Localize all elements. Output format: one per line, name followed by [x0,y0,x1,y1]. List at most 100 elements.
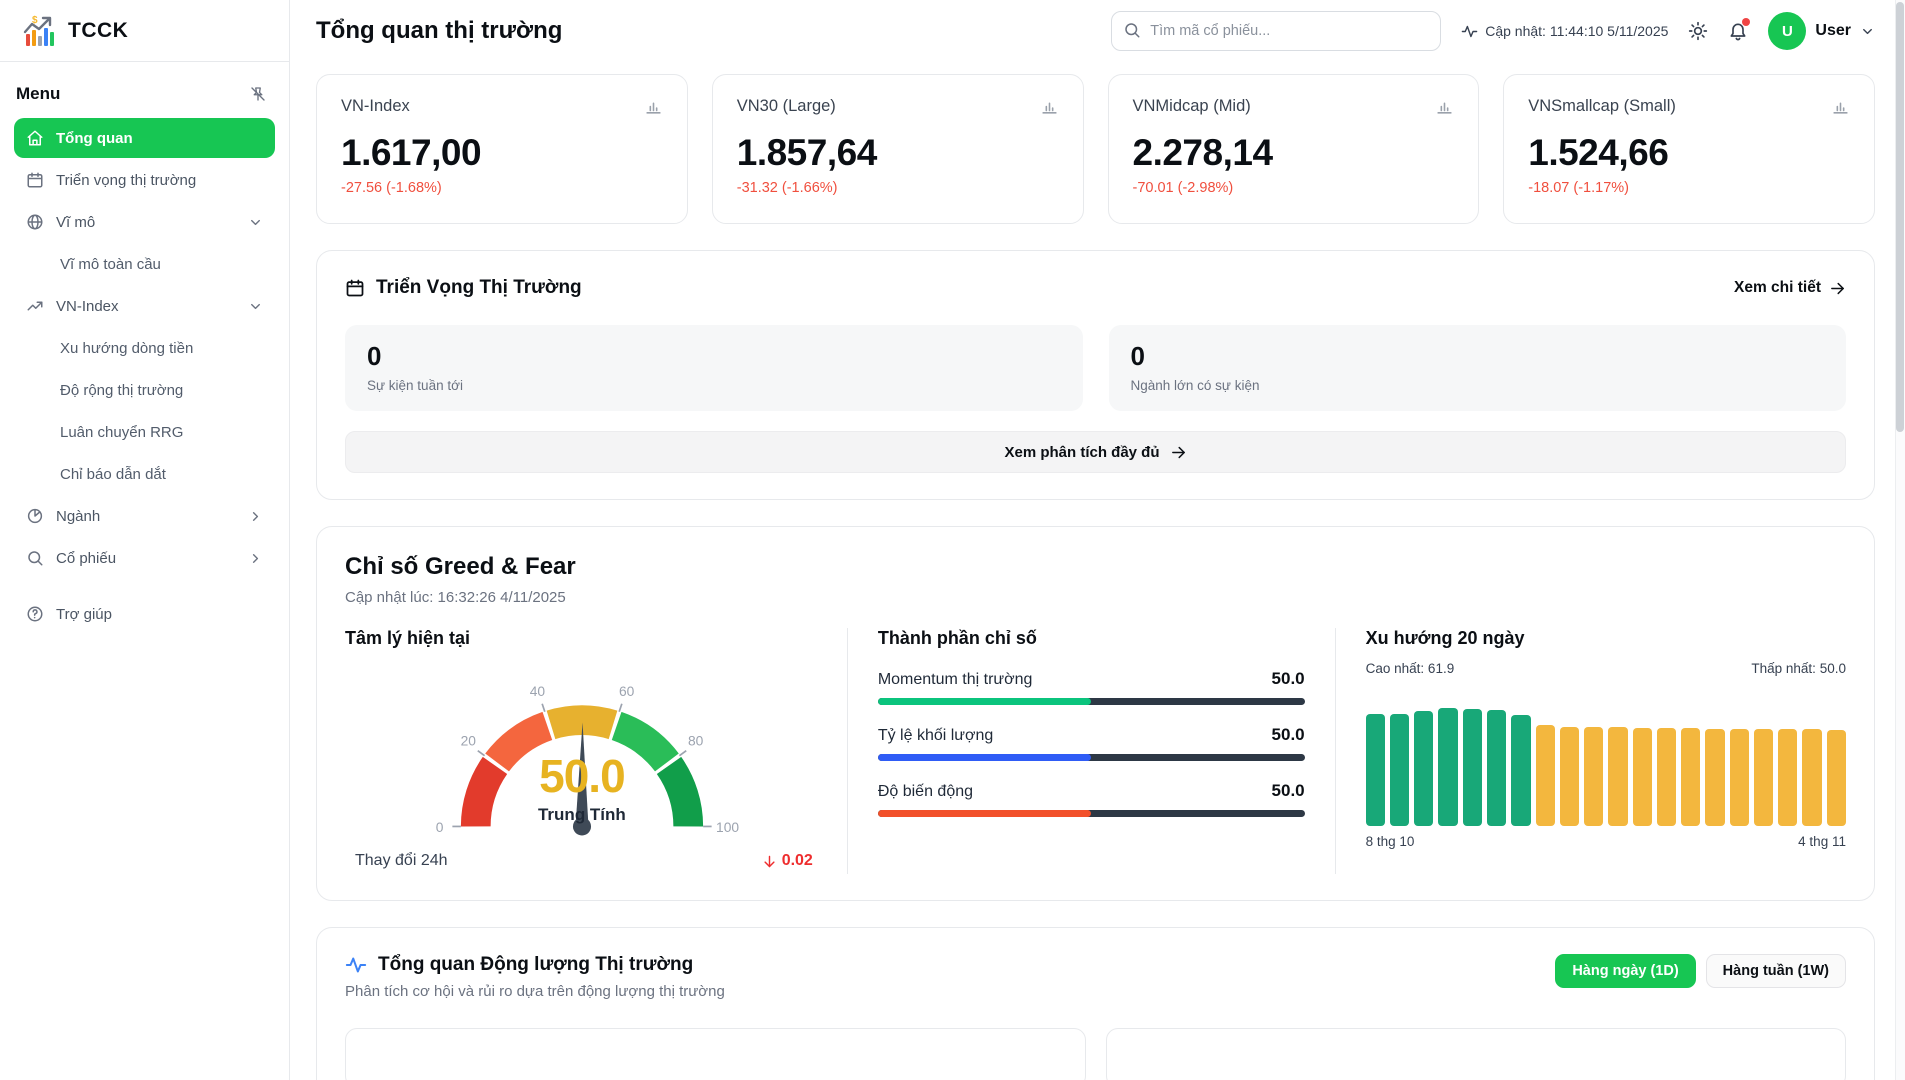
component-label: Momentum thị trường [877,671,1033,688]
sidebar-item-vi-mo[interactable]: Vĩ mô [14,202,275,242]
theme-toggle-button[interactable] [1688,21,1708,41]
component-progress-bar [877,698,1305,705]
sidebar-item-nganh[interactable]: Ngành [14,496,275,536]
sidebar-item-co-phieu[interactable]: Cổ phiếu [14,538,275,578]
stock-search [1111,11,1442,51]
pin-off-icon[interactable] [249,85,267,103]
brand-name: TCCK [68,18,129,42]
search-icon [1123,21,1141,39]
sidebar-item-vi-mo-toan-cau[interactable]: Vĩ mô toàn cầu [14,244,275,284]
menu-heading: Menu [16,84,61,103]
page-scrollbar[interactable] [1895,0,1905,1080]
sidebar-item-label: Triển vọng thị trường [56,171,197,189]
trend-bar [1462,709,1482,826]
index-change: -31.32 (-1.66%) [736,180,838,196]
greed-fear-section: Chỉ số Greed & Fear Cập nhật lúc: 16:32:… [316,526,1875,901]
change-24h-value: 0.02 [762,852,813,870]
arrow-right-icon [1831,282,1844,294]
index-card-vn30[interactable]: VN30 (Large) 1.857,64 -31.32 (-1.66%) [711,74,1084,224]
bar-chart-icon [1831,97,1850,116]
index-card-vnsmallcap[interactable]: VNSmallcap (Small) 1.524,66 -18.07 (-1.1… [1503,74,1875,224]
avatar: U [1768,12,1807,50]
trend-bar [1389,714,1410,826]
topbar: Tổng quan thị trường Cập nhật: 11:44:10 … [316,0,1875,62]
brand-area[interactable]: $ TCCK [0,0,289,62]
stat-upcoming-events: 0 Sự kiện tuần tới [345,325,1083,411]
search-input[interactable] [1111,11,1442,51]
user-name: User [1815,22,1851,39]
market-outlook-section: Triển Vọng Thị Trường Xem chi tiết 0 Sự … [316,250,1875,500]
trend-bar [1438,708,1458,826]
notifications-button[interactable] [1728,18,1751,41]
index-name: VNSmallcap (Small) [1528,97,1676,115]
index-card-vnmidcap[interactable]: VNMidcap (Mid) 2.278,14 -70.01 (-2.98%) [1107,74,1480,224]
sidebar-item-label: Luân chuyển RRG [60,423,184,441]
sidebar-item-tro-giup[interactable]: Trợ giúp [14,594,275,634]
stat-label: Ngành lớn có sự kiện [1130,378,1260,393]
svg-text:40: 40 [530,683,546,699]
sidebar-item-trien-vong[interactable]: Triển vọng thị trường [14,160,275,200]
outlook-title: Triển Vọng Thị Trường [376,277,582,298]
sidebar-item-label: Vĩ mô [56,213,96,231]
gauge-needle [575,722,589,825]
sidebar-item-do-rong-thi-truong[interactable]: Độ rộng thị trường [14,370,275,410]
stat-value: 0 [367,341,382,371]
outlook-detail-link[interactable]: Xem chi tiết [1734,279,1846,297]
index-card-vnindex[interactable]: VN-Index 1.617,00 -27.56 (-1.68%) [316,74,688,224]
sidebar-item-label: Trợ giúp [56,605,112,623]
trend-low-label: Thấp nhất: 50.0 [1751,661,1846,676]
sidebar-item-vn-index[interactable]: VN-Index [14,286,275,326]
user-menu[interactable]: U User [1768,12,1875,50]
sidebar-item-label: Độ rộng thị trường [60,381,184,399]
activity-icon [345,957,367,973]
trend-bar [1559,727,1580,826]
svg-text:20: 20 [461,733,477,749]
sidebar-item-chi-bao-dan-dat[interactable]: Chỉ báo dẫn dắt [14,454,275,494]
index-name: VNMidcap (Mid) [1132,97,1251,115]
chevron-down-icon [251,219,260,225]
index-components-panel: Thành phần chỉ số Momentum thị trường 50… [848,628,1336,874]
weekly-1w-button[interactable]: Hàng tuần (1W) [1705,954,1846,988]
sidebar: $ TCCK Menu [0,0,290,1080]
brand-logo-icon: $ [22,14,58,48]
activity-icon [1461,25,1478,37]
trend-panel-title: Xu hướng 20 ngày [1365,628,1525,648]
trend-bar [1511,715,1531,826]
home-icon [27,130,43,146]
sidebar-item-luan-chuyen-rrg[interactable]: Luân chuyển RRG [14,412,275,452]
update-text: Cập nhật: 11:44:10 5/11/2025 [1485,23,1669,39]
change-24h-label: Thay đổi 24h [355,852,448,869]
trend-bar [1753,729,1774,826]
calendar-icon [27,172,43,188]
sidebar-item-label: Chỉ báo dẫn dắt [60,465,166,483]
trend-20d-panel: Xu hướng 20 ngày Cao nhất: 61.9 Thấp nhấ… [1336,628,1846,874]
trend-bar [1802,729,1822,826]
trend-bar [1681,728,1701,826]
index-value: 1.524,66 [1528,132,1669,173]
component-row-momentum: Momentum thị trường 50.0 [877,669,1305,705]
sentiment-gauge: 0 20 40 60 80 100 50.0 Trung Tính [412,667,752,852]
index-change: -70.01 (-2.98%) [1132,180,1234,196]
trend-bar [1705,729,1725,826]
daily-1d-button[interactable]: Hàng ngày (1D) [1555,954,1696,988]
index-cards-row: VN-Index 1.617,00 -27.56 (-1.68%) VN30 (… [316,74,1875,224]
trend-bar [1486,710,1507,826]
stat-label: Sự kiện tuần tới [367,378,463,393]
chevron-down-icon [1863,28,1872,34]
index-value: 2.278,14 [1132,132,1274,173]
sidebar-item-xu-huong-dong-tien[interactable]: Xu hướng dòng tiền [14,328,275,368]
chevron-right-icon [252,511,259,521]
svg-text:60: 60 [619,683,635,699]
sidebar-item-label: Vĩ mô toàn cầu [60,255,161,273]
sidebar-item-tong-quan[interactable]: Tổng quan [14,118,275,158]
help-circle-icon [27,606,43,622]
full-analysis-button[interactable]: Xem phân tích đầy đủ [345,431,1846,473]
momentum-card-right [1105,1028,1846,1080]
svg-text:0: 0 [436,819,444,835]
scrollbar-thumb[interactable] [1896,2,1904,432]
bar-chart-icon [644,97,663,116]
stat-sectors-with-events: 0 Ngành lớn có sự kiện [1108,325,1846,411]
update-status: Cập nhật: 11:44:10 5/11/2025 [1461,23,1668,40]
trend-bar [1365,714,1385,826]
sidebar-nav: Tổng quan Triển vọng thị trường Vĩ mô Vĩ… [0,114,289,638]
